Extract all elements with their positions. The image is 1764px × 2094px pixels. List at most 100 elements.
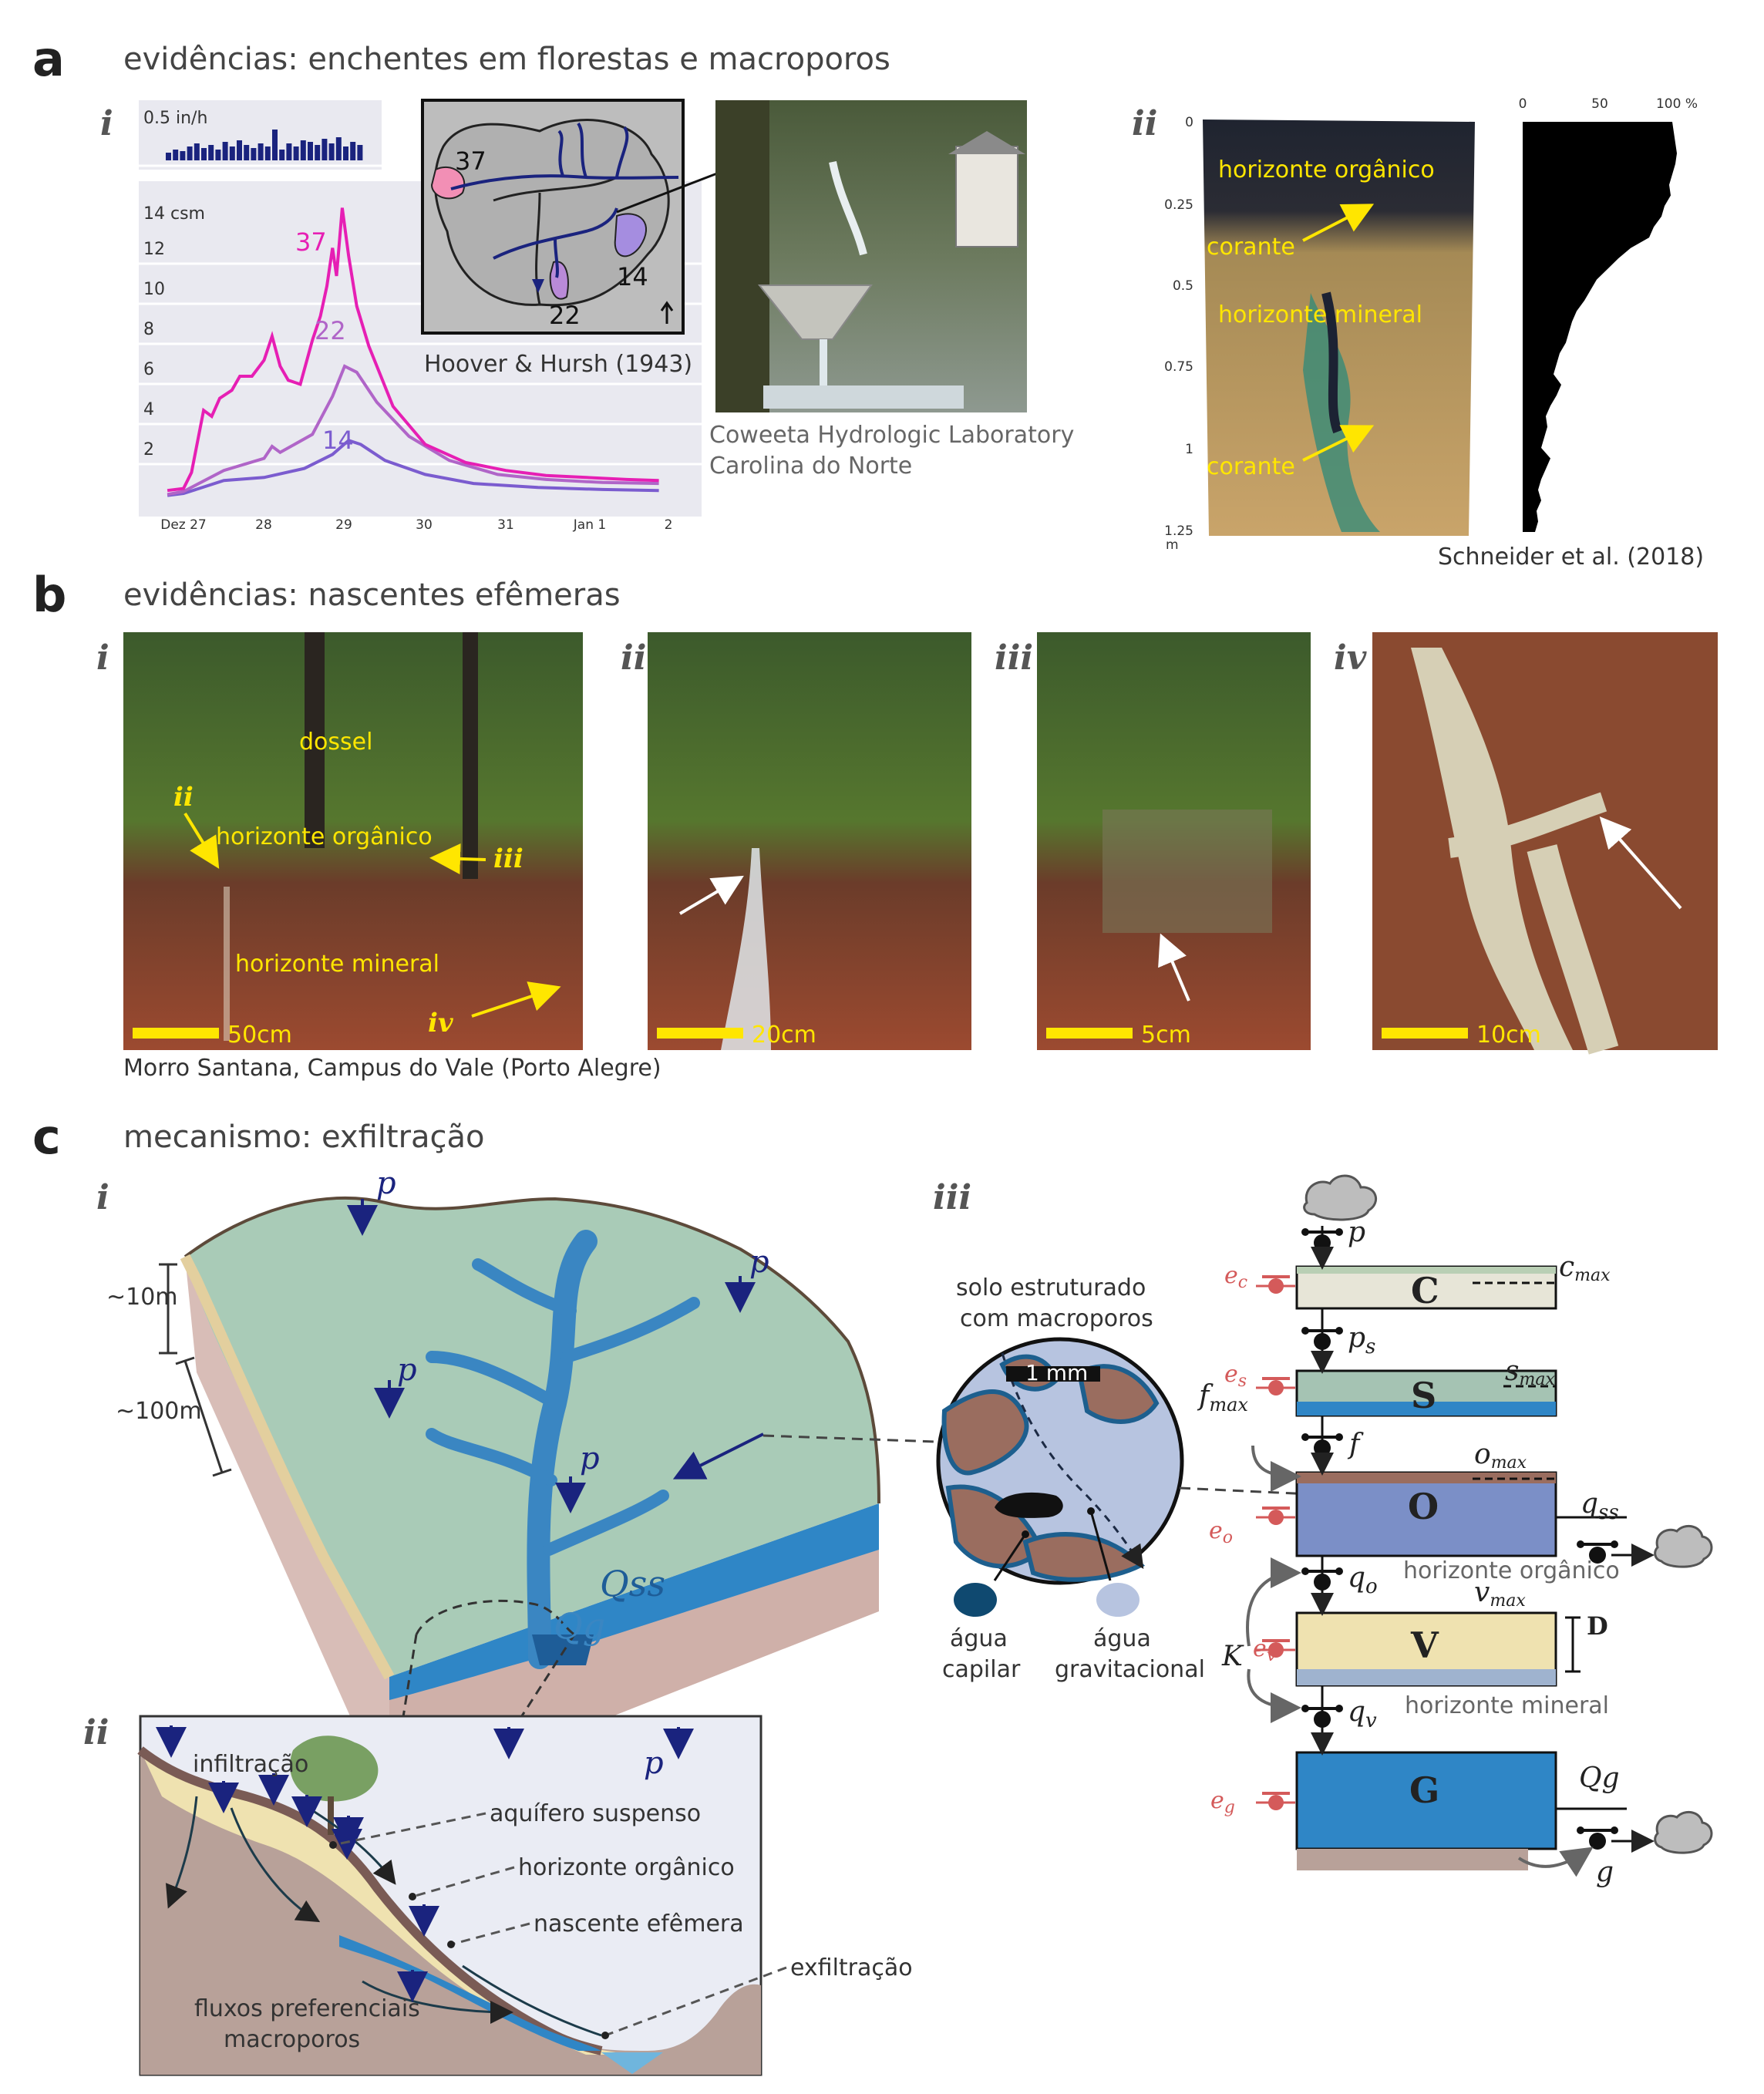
photo-caption-line-1: Coweeta Hydrologic Laboratory bbox=[709, 422, 1074, 449]
gravitational-water-swatch bbox=[1096, 1583, 1140, 1617]
y-tick-label: 6 bbox=[143, 360, 154, 379]
rain-bar bbox=[335, 137, 342, 160]
soil-depth-unit: m bbox=[1166, 537, 1179, 553]
rain-bar bbox=[308, 142, 313, 160]
rain-unit-label: 0.5 in/h bbox=[143, 109, 207, 128]
series-label-37: 37 bbox=[295, 227, 327, 257]
valve-end bbox=[1301, 1567, 1309, 1575]
rain-bar bbox=[208, 145, 214, 160]
cloud-icon-qss bbox=[1654, 1524, 1713, 1568]
catchment-map: 37 14 22 bbox=[421, 99, 718, 335]
rain-bar bbox=[315, 145, 321, 160]
rain-arrows bbox=[156, 1725, 694, 2002]
box-c-label: C bbox=[1411, 1270, 1439, 1311]
ev-label: ev bbox=[1253, 1635, 1277, 1665]
k-label: K bbox=[1221, 1641, 1244, 1672]
rain-bar bbox=[279, 150, 285, 160]
flux-valves bbox=[1301, 1226, 1618, 1850]
hydrograph-x-ticks: Dez 27 28 29 30 31 Jan 1 2 bbox=[160, 517, 672, 533]
x-tick-label: 30 bbox=[416, 517, 433, 533]
dye-coverage-area bbox=[1523, 122, 1677, 532]
spring-photo-iv bbox=[1372, 632, 1718, 1055]
y-tick-label: 10 bbox=[143, 280, 165, 299]
box-o-label: O bbox=[1408, 1486, 1439, 1527]
vmax-label: vmax bbox=[1474, 1577, 1526, 1611]
valve-end bbox=[1577, 1540, 1584, 1548]
eg-label: eg bbox=[1210, 1787, 1235, 1817]
valve-end bbox=[1301, 1327, 1309, 1335]
panel-a-sub-ii: ii bbox=[1132, 104, 1157, 143]
x-tick-label: 28 bbox=[255, 517, 272, 533]
model-horizonte-mineral: horizonte mineral bbox=[1405, 1692, 1609, 1719]
cloud-icon bbox=[1303, 1174, 1378, 1221]
valve-end bbox=[1301, 1705, 1309, 1712]
rain-bar bbox=[201, 148, 207, 160]
flux-qo-label: qo bbox=[1348, 1562, 1378, 1598]
panel-b-sub-i: i bbox=[96, 638, 109, 678]
block-p-label-1: p bbox=[376, 1166, 396, 1201]
rain-bar bbox=[258, 143, 264, 160]
photo-marker-iv: iv bbox=[428, 1008, 454, 1039]
rain-bar bbox=[286, 143, 292, 160]
cross-p-label: p bbox=[644, 1746, 664, 1781]
soil-horizonte-mineral: horizonte mineral bbox=[1218, 301, 1422, 328]
y-tick-label: 4 bbox=[143, 400, 154, 419]
depth-tick-label: 1 bbox=[1185, 442, 1193, 457]
omax-label: omax bbox=[1474, 1439, 1527, 1473]
ec-label: ec bbox=[1224, 1262, 1247, 1292]
label-aquifero-suspenso: aquífero suspenso bbox=[490, 1800, 701, 1827]
spring-photo-iii bbox=[1037, 632, 1311, 1050]
rain-bar bbox=[272, 130, 278, 160]
bucket-model bbox=[1246, 1174, 1713, 1877]
panel-c-title: mecanismo: exfiltração bbox=[123, 1119, 485, 1155]
soil-circle-title-2: com macroporos bbox=[960, 1305, 1153, 1332]
panel-a-title: evidências: enchentes em florestas e mac… bbox=[123, 42, 890, 77]
agua-capilar-line-2: capilar bbox=[942, 1656, 1021, 1683]
photo-label-horizonte-mineral: horizonte mineral bbox=[235, 951, 439, 978]
rain-bar bbox=[357, 145, 363, 160]
label-nascente-efemera: nascente efêmera bbox=[534, 1911, 744, 1937]
soil-corante-lower: corante bbox=[1207, 453, 1295, 480]
label-exfiltracao: exfiltração bbox=[790, 1954, 913, 1981]
panel-b-sub-ii: ii bbox=[621, 638, 646, 678]
panel-c-letter: c bbox=[32, 1109, 61, 1165]
panel-b-letter: b bbox=[32, 567, 66, 623]
map-label-37: 37 bbox=[455, 146, 486, 176]
rain-bar bbox=[244, 145, 250, 160]
rain-bar bbox=[328, 143, 335, 160]
valve-end bbox=[1611, 1540, 1618, 1548]
box-s-label: S bbox=[1411, 1375, 1436, 1416]
flux-qv-label: qv bbox=[1348, 1696, 1377, 1732]
flow-unit-label: 14 csm bbox=[143, 204, 205, 224]
coverage-tick-label: 100 % bbox=[1656, 96, 1698, 112]
valve-end bbox=[1577, 1826, 1584, 1834]
soil-citation: Schneider et al. (2018) bbox=[1438, 544, 1704, 571]
scale-label-10cm: 10cm bbox=[1476, 1022, 1541, 1049]
rain-bar bbox=[293, 146, 299, 160]
y-tick-label: 12 bbox=[143, 240, 165, 259]
agua-capilar-line-1: água bbox=[950, 1625, 1008, 1652]
soil-circle-scale: 1 mm bbox=[1025, 1360, 1088, 1385]
soil-circle-title-1: solo estruturado bbox=[956, 1274, 1146, 1301]
north-arrow-icon bbox=[660, 301, 674, 324]
photo-label-horizonte-organico: horizonte orgânico bbox=[216, 823, 433, 850]
label-macroporos: macroporos bbox=[224, 2026, 360, 2053]
x-tick-label: 29 bbox=[335, 517, 352, 533]
catchment-block-diagram bbox=[180, 1196, 880, 1847]
flux-g-label: g bbox=[1596, 1857, 1614, 1888]
panel-b-sub-iv: iv bbox=[1334, 638, 1367, 678]
es-label: es bbox=[1224, 1361, 1247, 1391]
eo-label: eo bbox=[1209, 1517, 1233, 1547]
x-tick-label: Dez 27 bbox=[160, 517, 207, 533]
box-v-label: V bbox=[1410, 1624, 1439, 1666]
scale-label-5cm: 5cm bbox=[1141, 1022, 1191, 1049]
panel-b-sub-iii: iii bbox=[995, 638, 1033, 678]
scale-label-50cm: 50cm bbox=[227, 1022, 292, 1049]
rain-bar bbox=[222, 142, 228, 160]
depth-100m-label: ~100m bbox=[116, 1398, 202, 1425]
flow-line-37 bbox=[167, 207, 659, 493]
panel-a-sub-i: i bbox=[100, 104, 113, 143]
panel-c-sub-ii: ii bbox=[83, 1713, 109, 1752]
block-p-label-3: p bbox=[397, 1352, 417, 1388]
soil-corante-upper: corante bbox=[1207, 234, 1295, 261]
